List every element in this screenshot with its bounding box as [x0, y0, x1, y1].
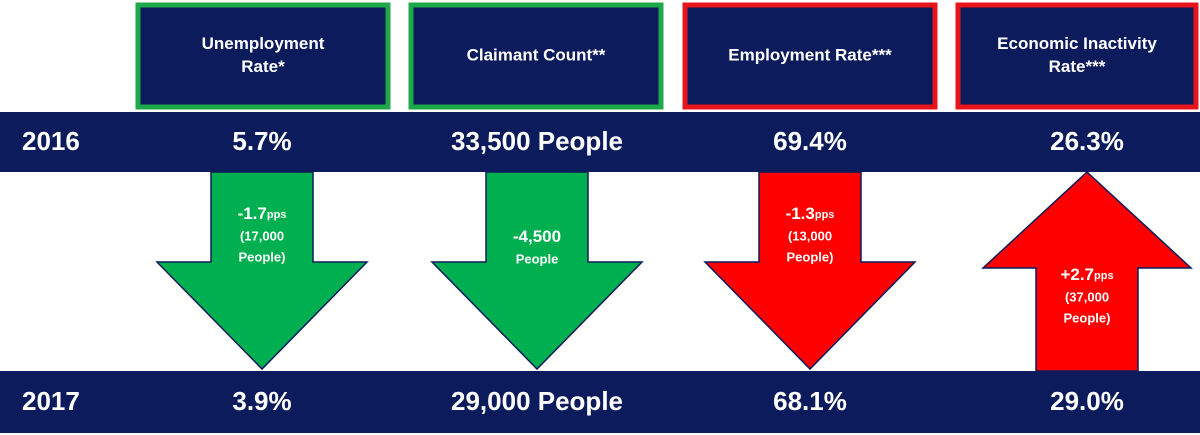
- row-value: 68.1%: [773, 386, 847, 416]
- row-value: 5.7%: [232, 126, 291, 156]
- header-box: [135, 2, 391, 110]
- change-unit: pps: [815, 209, 835, 221]
- change-value: -1.3pps: [786, 204, 835, 223]
- change-unit: pps: [1094, 270, 1114, 282]
- row-value: 29.0%: [1050, 386, 1124, 416]
- header-title: Rate*: [241, 57, 285, 76]
- change-arrow: [430, 171, 644, 371]
- change-detail: (13,000: [788, 228, 832, 243]
- row-value: 26.3%: [1050, 126, 1124, 156]
- row-value: 3.9%: [232, 386, 291, 416]
- change-value: -4,500: [513, 227, 561, 246]
- year-band: [0, 371, 1200, 433]
- change-detail: (17,000: [240, 228, 284, 243]
- change-detail: People): [1064, 310, 1111, 325]
- row-value: 33,500 People: [451, 126, 623, 156]
- change-detail: People: [516, 251, 559, 266]
- year-band: [0, 112, 1200, 172]
- change-main: -4,500: [513, 227, 561, 246]
- header-title: Claimant Count**: [467, 45, 606, 64]
- header-title: Unemployment: [202, 34, 325, 53]
- header-box: [955, 2, 1199, 110]
- header-box: [408, 2, 664, 110]
- change-arrow: [155, 171, 369, 371]
- change-main: -1.7: [238, 204, 267, 223]
- change-detail: (37,000: [1065, 289, 1109, 304]
- header-title: Economic Inactivity: [997, 34, 1157, 53]
- change-main: +2.7: [1060, 265, 1094, 284]
- change-detail: People): [787, 249, 834, 264]
- change-arrow: [703, 171, 917, 371]
- year-label: 2017: [22, 386, 80, 416]
- row-value: 29,000 People: [451, 386, 623, 416]
- header-title: Rate***: [1049, 57, 1106, 76]
- header-title: Employment Rate***: [728, 45, 892, 64]
- header-box: [682, 2, 938, 110]
- change-value: +2.7pps: [1060, 265, 1113, 284]
- change-value: -1.7pps: [238, 204, 287, 223]
- change-unit: pps: [267, 209, 287, 221]
- change-main: -1.3: [786, 204, 815, 223]
- change-detail: People): [239, 249, 286, 264]
- row-value: 69.4%: [773, 126, 847, 156]
- year-label: 2016: [22, 126, 80, 156]
